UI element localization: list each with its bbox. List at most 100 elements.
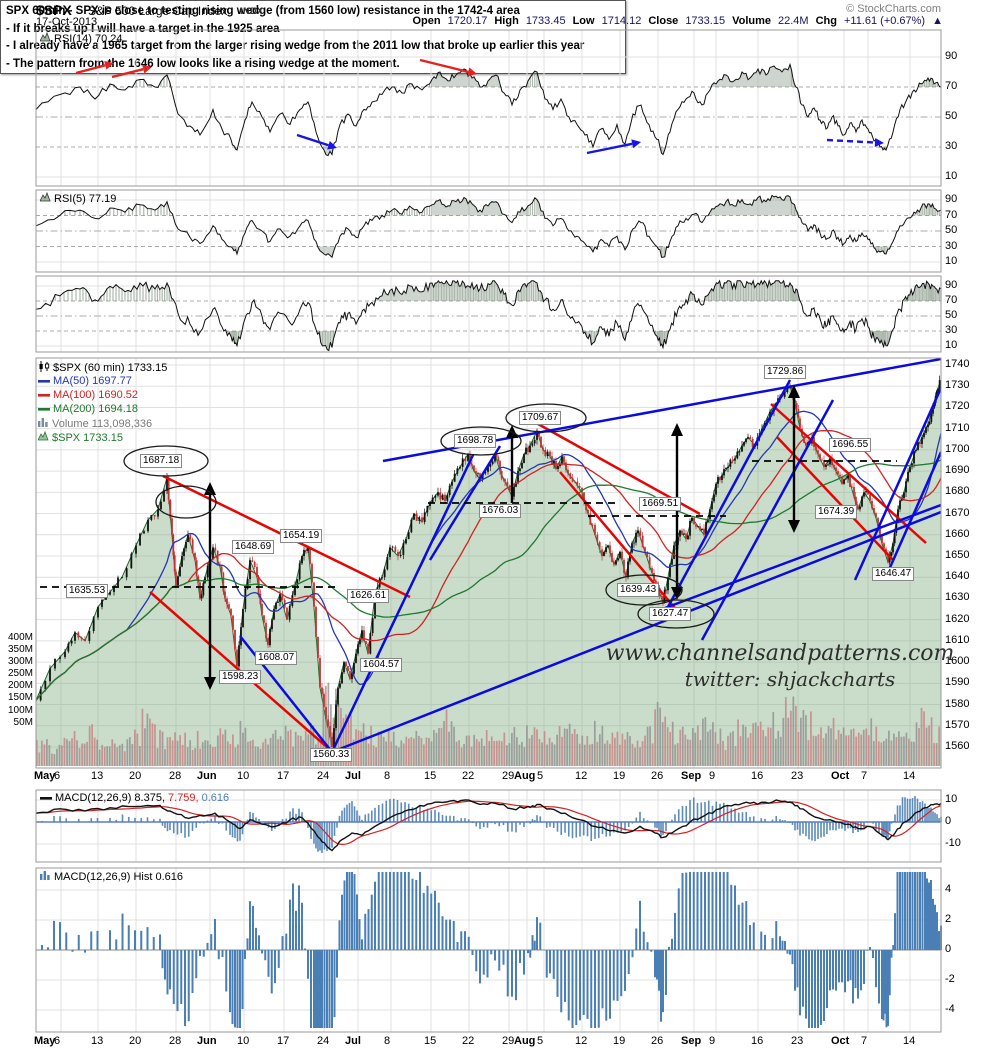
hist-bar — [646, 942, 649, 950]
hist-bar — [519, 950, 521, 964]
candle-body — [689, 521, 691, 536]
candle-body — [725, 468, 727, 470]
macd-hist-bar — [77, 818, 80, 822]
volume-bar — [604, 743, 606, 766]
volume-bar — [571, 733, 574, 766]
volume-bar — [699, 740, 702, 766]
hist-bar — [343, 880, 346, 950]
macd-hist-bar — [781, 820, 784, 822]
macd-hist-bar — [511, 822, 513, 832]
hist-bar — [202, 950, 205, 957]
hist-bar — [252, 905, 254, 950]
candle-body — [563, 456, 565, 463]
candle-body — [639, 530, 642, 536]
volume-bar — [528, 738, 531, 766]
candle-body — [653, 572, 655, 581]
macd-hist-bar — [844, 822, 846, 831]
macd-hist-bar — [506, 822, 509, 832]
note-line: SPX 60min - SPX is close to testing risi… — [6, 5, 520, 17]
candle-body — [273, 609, 275, 620]
macd-hist-bar — [899, 805, 901, 822]
candle-body — [327, 719, 329, 727]
candle-body — [887, 553, 889, 563]
date-axis-label: 12 — [575, 770, 588, 782]
volume-bar — [397, 747, 400, 766]
chart-date: 17-Oct-2013 — [36, 16, 98, 28]
candle-body — [177, 576, 179, 586]
volume-bar — [548, 737, 551, 766]
volume-bar — [98, 749, 101, 766]
date-axis-label: 15 — [424, 770, 437, 782]
candle-body — [267, 638, 269, 646]
volume-bar — [480, 738, 483, 766]
price-axis-label: 1720 — [945, 400, 970, 413]
candle-body — [275, 602, 277, 610]
candle-body — [747, 437, 749, 439]
candle-body — [113, 586, 115, 593]
hist-bar — [321, 950, 323, 1028]
candle-body — [536, 430, 538, 440]
macd-hist-bar — [662, 822, 664, 835]
volume-bar — [538, 739, 541, 766]
macd-hist-bar — [313, 822, 315, 844]
hist-bar — [781, 940, 784, 950]
macd-hist-bar — [261, 822, 263, 823]
volume-bar — [400, 740, 403, 766]
candle-body — [381, 577, 383, 579]
hist-bar — [527, 950, 529, 954]
volume-bar — [415, 730, 418, 766]
volume-bar — [131, 743, 134, 766]
change-up-arrow-icon: ▲ — [932, 15, 943, 27]
macd-hist-bar — [407, 803, 410, 822]
date-axis-label: 24 — [317, 1035, 330, 1047]
volume-bar — [928, 725, 930, 766]
hist-bar — [404, 872, 406, 950]
macd-hist-bar — [460, 818, 463, 822]
hist-bar — [396, 872, 399, 950]
hist-bar — [938, 931, 940, 950]
volume-bar — [430, 741, 433, 766]
macd-hist-bar — [370, 810, 373, 822]
candle-body — [605, 547, 607, 552]
macd-hist-bar — [564, 822, 566, 833]
y-axis-label: 30 — [945, 140, 958, 152]
macd-hist-bar — [869, 821, 871, 822]
ohlc-summary: Open 1720.17 High 1733.45 Low 1714.12 Close 173… — [412, 15, 943, 27]
macd-hist-bar — [872, 822, 874, 824]
candle-body — [228, 604, 230, 609]
volume-bar — [211, 747, 214, 766]
macd-legend: MACD(12,26,9) 8.375, 7.759, 0.616 — [40, 792, 229, 804]
macd-hist-bar — [838, 822, 840, 829]
volume-bar — [164, 749, 166, 766]
volume-bar — [259, 748, 262, 766]
candle-body — [242, 609, 244, 628]
candle-body — [434, 495, 437, 498]
candle-body — [199, 582, 201, 599]
note-line: - I already have a 1965 target from the … — [6, 40, 585, 52]
macd-hist-bar — [214, 815, 216, 822]
hist-bar — [560, 950, 563, 1013]
hist-bar — [246, 938, 249, 950]
ohlc-value: +11.61 (+0.67%) — [843, 15, 926, 27]
hist-bar — [631, 950, 634, 958]
volume-bar — [815, 736, 817, 766]
macd-hist-bar — [289, 811, 291, 822]
volume-bar — [289, 729, 292, 766]
macd-hist-bar — [437, 812, 440, 822]
macd-hist-bar — [246, 819, 249, 822]
candle-body — [216, 550, 219, 565]
y-axis-label: 90 — [945, 193, 958, 205]
y-axis-label: 10 — [945, 339, 958, 351]
annotation-arrow-blue-head — [327, 140, 337, 150]
candle-body — [837, 471, 839, 475]
candle-body — [187, 534, 189, 542]
hist-bar — [934, 904, 936, 950]
candle-body — [160, 501, 162, 510]
candle-body — [363, 630, 365, 642]
candle-body — [317, 636, 319, 659]
volume-bar — [495, 740, 498, 766]
candle-body — [49, 668, 51, 682]
macd-hist-bar — [896, 805, 899, 822]
hist-bar — [656, 950, 658, 980]
hist-bar — [820, 950, 822, 1025]
